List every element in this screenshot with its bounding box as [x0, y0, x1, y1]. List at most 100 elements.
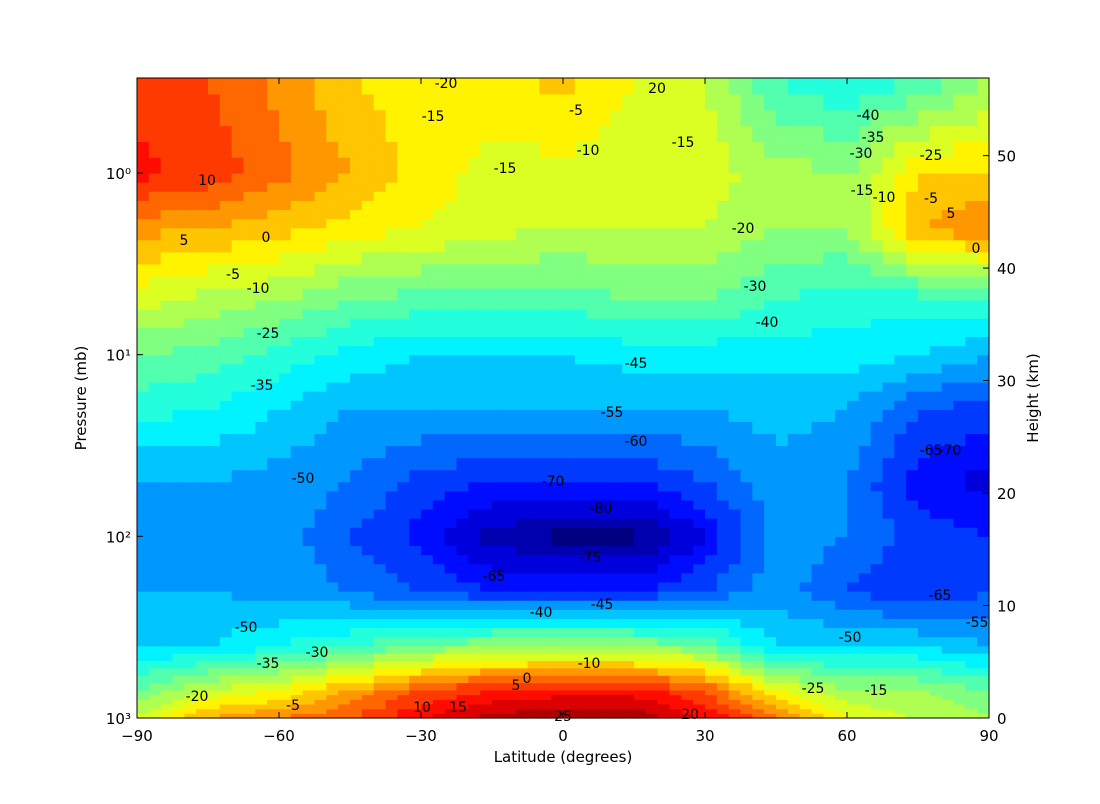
contour-cell	[728, 563, 742, 574]
contour-cell	[219, 682, 233, 691]
contour-cell	[456, 600, 469, 610]
contour-cell	[693, 309, 706, 319]
contour-cell	[432, 409, 446, 422]
contour-cell	[705, 609, 718, 619]
y2-tick-label: 20	[997, 485, 1016, 503]
contour-cell	[219, 499, 233, 510]
contour-cell	[208, 563, 221, 574]
contour-cell	[290, 172, 304, 183]
contour-cell	[752, 299, 765, 310]
contour-cell	[799, 409, 813, 422]
contour-cell	[740, 372, 753, 383]
contour-cell	[598, 433, 611, 447]
contour-cell	[622, 545, 635, 556]
contour-cell	[752, 490, 765, 501]
contour-cell	[835, 209, 848, 220]
contour-cell	[787, 182, 801, 192]
contour-cell	[302, 469, 316, 483]
contour-cell	[965, 125, 978, 142]
contour-cell	[184, 372, 197, 383]
contour-cell	[598, 645, 611, 654]
contour-cell	[835, 336, 848, 347]
contour-cell	[302, 200, 316, 211]
contour-cell	[977, 660, 990, 669]
contour-cell	[953, 227, 966, 241]
contour-cell	[444, 703, 458, 710]
contour-cell	[551, 518, 564, 528]
contour-cell	[645, 191, 659, 201]
contour-cell	[290, 536, 304, 547]
contour-cell	[456, 703, 469, 710]
contour-label: -5	[286, 698, 300, 714]
contour-cell	[586, 713, 600, 719]
contour-cell	[953, 708, 966, 714]
contour-cell	[492, 545, 505, 556]
contour-cell	[728, 327, 742, 338]
contour-cell	[728, 93, 742, 111]
contour-cell	[740, 109, 753, 127]
contour-cell	[456, 382, 469, 392]
contour-cell	[858, 275, 872, 289]
contour-cell	[657, 336, 671, 347]
contour-cell	[929, 713, 943, 719]
contour-cell	[799, 600, 813, 610]
contour-cell	[243, 675, 256, 684]
contour-cell	[716, 125, 730, 142]
contour-cell	[279, 469, 292, 483]
contour-cell	[267, 421, 280, 435]
contour-cell	[764, 682, 777, 691]
contour-cell	[338, 600, 351, 610]
contour-cell	[953, 563, 966, 574]
y2-tick-label: 50	[997, 148, 1016, 166]
contour-cell	[740, 713, 753, 719]
contour-cell	[811, 660, 824, 669]
contour-cell	[373, 457, 387, 471]
contour-cell	[586, 694, 600, 700]
contour-cell	[906, 518, 919, 528]
contour-cell	[657, 93, 671, 111]
contour-cell	[586, 708, 600, 714]
contour-cell	[373, 481, 387, 492]
contour-cell	[148, 682, 162, 691]
contour-cell	[882, 499, 895, 510]
contour-cell	[929, 263, 943, 277]
contour-cell	[326, 78, 339, 95]
contour-cell	[858, 667, 872, 676]
contour-cell	[586, 172, 600, 183]
contour-cell	[906, 536, 919, 547]
contour-cell	[977, 499, 990, 510]
contour-cell	[563, 391, 576, 401]
contour-cell	[539, 667, 552, 676]
contour-cell	[882, 218, 895, 229]
contour-cell	[314, 636, 327, 647]
contour-cell	[137, 699, 150, 705]
contour-cell	[811, 78, 824, 95]
contour-cell	[563, 536, 576, 547]
contour-cell	[397, 200, 410, 211]
contour-cell	[515, 527, 529, 537]
contour-cell	[503, 93, 517, 111]
contour-cell	[953, 191, 966, 201]
contour-cell	[598, 694, 611, 700]
contour-cell	[444, 251, 458, 265]
contour-cell	[634, 287, 647, 301]
contour-cell	[539, 299, 552, 310]
contour-cell	[906, 660, 919, 669]
contour-cell	[598, 172, 611, 183]
contour-cell	[823, 172, 836, 183]
contour-cell	[752, 345, 765, 356]
contour-cell	[421, 508, 434, 519]
contour-cell	[397, 660, 410, 669]
contour-cell	[137, 675, 150, 684]
contour-cell	[764, 708, 777, 714]
contour-cell	[160, 363, 174, 374]
contour-cell	[539, 141, 552, 158]
contour-cell	[148, 499, 162, 510]
contour-cell	[740, 409, 753, 422]
contour-cell	[350, 518, 363, 528]
contour-cell	[799, 563, 813, 574]
contour-cell	[444, 645, 458, 654]
contour-cell	[267, 141, 280, 158]
contour-cell	[551, 572, 564, 583]
contour-cell	[752, 563, 765, 574]
